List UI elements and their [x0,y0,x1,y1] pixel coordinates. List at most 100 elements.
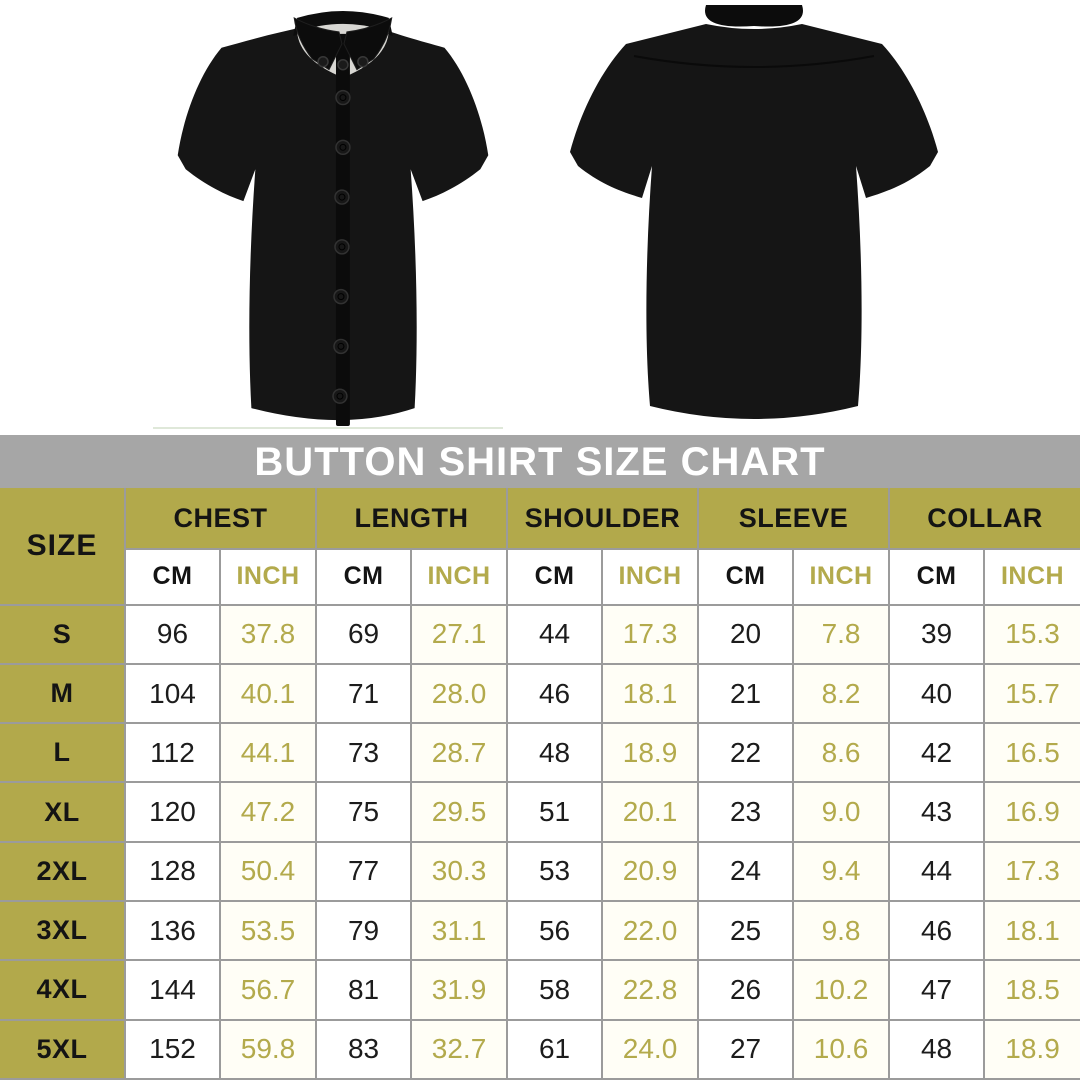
size-column-header: SIZE [0,488,126,606]
size-label: L [0,722,126,784]
cell-shoulder-inch: 22.0 [601,900,700,962]
cell-length-cm: 77 [315,840,413,903]
cell-collar-cm: 42 [888,722,986,784]
table-row-5xl: 5XL 152 59.8 83 32.7 61 24.0 27 10.6 48 … [0,1018,1080,1080]
cell-chest-cm: 152 [124,1018,221,1080]
cell-shoulder-cm: 58 [506,959,604,1021]
cell-sleeve-cm: 22 [697,722,795,784]
shirt-front-placket [335,33,350,427]
size-label: 3XL [0,900,126,962]
group-header-sleeve: SLEEVE [697,488,891,551]
chart-title: BUTTON SHIRT SIZE CHART [254,439,826,484]
table-row-3xl: 3XL 136 53.5 79 31.1 56 22.0 25 9.8 46 1… [0,900,1080,962]
unit-header-chest-cm: CM [125,548,221,606]
cell-collar-inch: 18.5 [983,959,1080,1021]
shirt-front-collar-buttons [317,56,369,71]
cell-length-inch: 28.7 [410,722,509,784]
cell-sleeve-cm: 26 [697,959,795,1021]
unit-header-collar-inch: INCH [983,548,1080,606]
cell-chest-cm: 104 [124,662,221,725]
cell-length-cm: 71 [315,662,413,725]
shirt-back-image [570,5,938,419]
unit-header-length-inch: INCH [410,548,509,606]
group-header-collar: COLLAR [888,488,1080,551]
cell-length-inch: 30.3 [410,840,509,903]
cell-sleeve-cm: 20 [697,603,795,665]
cell-collar-cm: 47 [888,959,986,1021]
cell-collar-inch: 16.5 [983,722,1080,784]
shirt-front-collar-left [293,17,343,71]
cell-chest-cm: 96 [124,603,221,665]
cell-chest-inch: 56.7 [218,959,318,1021]
cell-sleeve-inch: 8.2 [792,662,891,725]
size-label: 5XL [0,1018,126,1080]
cell-length-cm: 73 [315,722,413,784]
unit-header-sleeve-inch: INCH [792,548,891,606]
cell-sleeve-inch: 9.8 [792,900,891,962]
cell-shoulder-inch: 18.1 [601,662,700,725]
size-label: M [0,662,126,725]
header-unit-row: CM INCH CM INCH CM INCH CM INCH CM INCH [0,548,1080,606]
group-header-length: LENGTH [315,488,509,551]
unit-header-shoulder-inch: INCH [601,548,700,606]
group-header-shoulder: SHOULDER [506,488,700,551]
size-label: S [0,603,126,665]
cell-length-cm: 75 [315,781,413,843]
cell-sleeve-cm: 21 [697,662,795,725]
cell-chest-cm: 128 [124,840,221,903]
product-photo-area [0,0,1080,435]
shirt-front-collar-right [343,17,393,71]
cell-collar-cm: 39 [888,603,986,665]
title-bar: BUTTON SHIRT SIZE CHART [0,435,1080,488]
cell-length-cm: 83 [315,1018,413,1080]
table-row-2xl: 2XL 128 50.4 77 30.3 53 20.9 24 9.4 44 1… [0,840,1080,903]
cell-collar-inch: 18.9 [983,1018,1080,1080]
cell-collar-inch: 15.3 [983,603,1080,665]
size-label: 2XL [0,840,126,903]
group-header-chest: CHEST [123,488,318,551]
cell-chest-inch: 53.5 [218,900,318,962]
header-group-row: SIZE CHEST LENGTH SHOULDER SLEEVE COLLAR [0,488,1080,606]
cell-collar-inch: 17.3 [983,840,1080,903]
cell-collar-inch: 18.1 [983,900,1080,962]
cell-sleeve-cm: 27 [697,1018,795,1080]
table-row-4xl: 4XL 144 56.7 81 31.9 58 22.8 26 10.2 47 … [0,959,1080,1021]
cell-collar-cm: 48 [888,1018,986,1080]
cell-length-inch: 31.1 [410,900,509,962]
cell-shoulder-cm: 44 [506,603,604,665]
unit-header-length-cm: CM [315,548,413,606]
cell-shoulder-cm: 48 [506,722,604,784]
cell-length-inch: 32.7 [410,1018,509,1080]
cell-sleeve-cm: 25 [697,900,795,962]
cell-collar-cm: 43 [888,781,986,843]
unit-header-chest-inch: INCH [218,548,318,606]
cell-chest-inch: 40.1 [218,662,318,725]
table-row-xl: XL 120 47.2 75 29.5 51 20.1 23 9.0 43 16… [0,781,1080,843]
cell-chest-inch: 37.8 [218,603,318,665]
unit-header-collar-cm: CM [888,548,986,606]
cell-length-cm: 79 [315,900,413,962]
table-row-l: L 112 44.1 73 28.7 48 18.9 22 8.6 42 16.… [0,722,1080,784]
size-chart-table: SIZE CHEST LENGTH SHOULDER SLEEVE COLLAR… [0,488,1080,1080]
cell-sleeve-inch: 9.0 [792,781,891,843]
cell-sleeve-inch: 9.4 [792,840,891,903]
cell-collar-cm: 44 [888,840,986,903]
cell-shoulder-cm: 56 [506,900,604,962]
cell-sleeve-inch: 10.2 [792,959,891,1021]
cell-sleeve-inch: 10.6 [792,1018,891,1080]
photo-edge-line [153,427,503,429]
cell-length-inch: 27.1 [410,603,509,665]
shirt-front-body [177,25,489,421]
cell-length-cm: 81 [315,959,413,1021]
cell-length-cm: 69 [315,603,413,665]
cell-length-inch: 28.0 [410,662,509,725]
cell-chest-cm: 144 [124,959,221,1021]
cell-collar-cm: 46 [888,900,986,962]
cell-shoulder-inch: 22.8 [601,959,700,1021]
shirt-back-yoke-seam [633,55,875,68]
size-label: 4XL [0,959,126,1021]
cell-sleeve-cm: 24 [697,840,795,903]
cell-collar-cm: 40 [888,662,986,725]
cell-sleeve-cm: 23 [697,781,795,843]
table-row-m: M 104 40.1 71 28.0 46 18.1 21 8.2 40 15.… [0,662,1080,725]
